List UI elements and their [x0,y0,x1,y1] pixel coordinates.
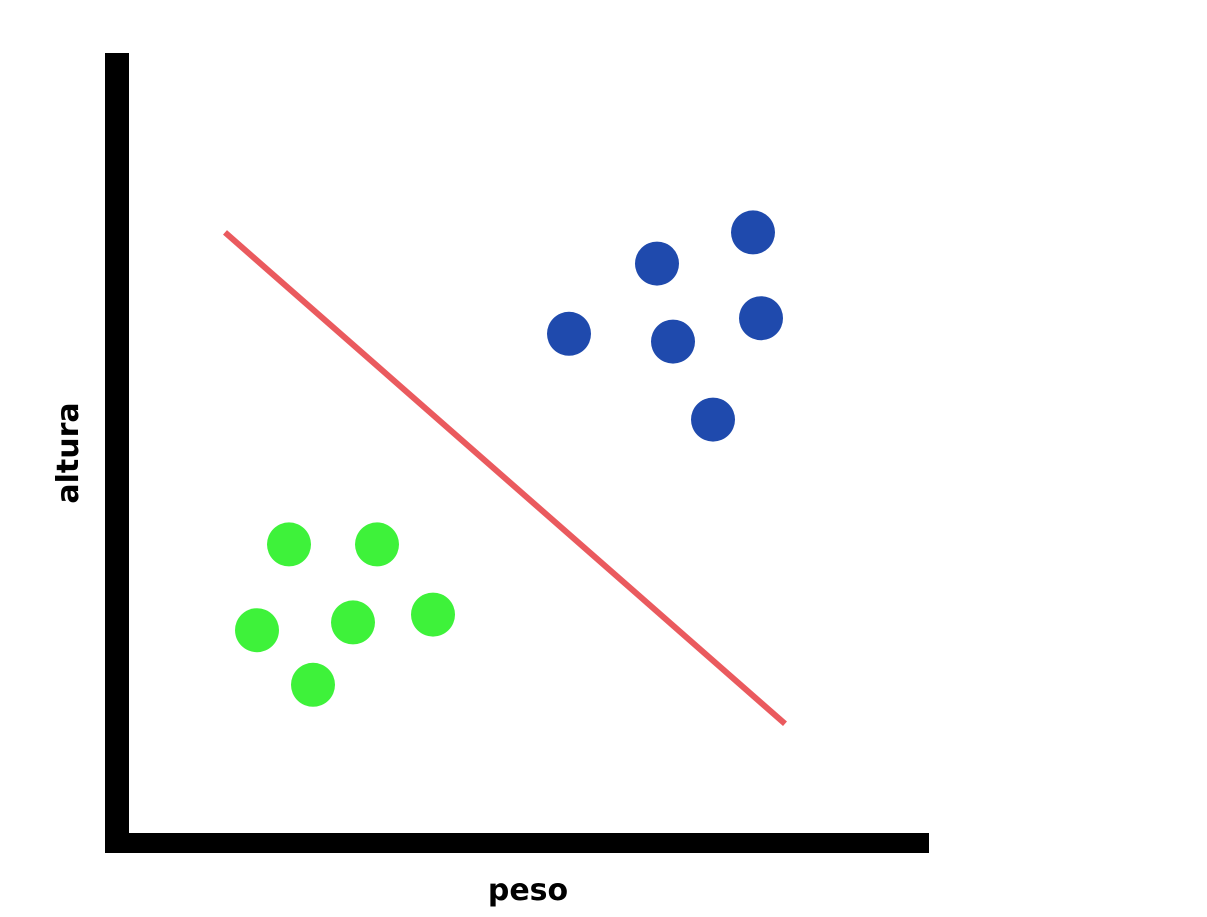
green-point-6 [291,662,335,707]
blue-point-6 [691,397,735,442]
green-point-4 [411,592,455,637]
points-layer [235,210,783,707]
green-point-3 [331,600,375,645]
blue-point-3 [731,210,775,255]
blue-point-2 [635,241,679,286]
x-axis-label: peso [488,873,568,908]
blue-point-5 [739,296,783,341]
blue-point-1 [547,311,591,356]
blue-point-4 [651,319,695,364]
green-point-1 [267,522,311,567]
decision-layer [223,230,787,727]
green-point-5 [235,608,279,653]
y-axis-label: altura [51,402,86,503]
x-axis-line [105,833,929,853]
y-axis-line [105,53,129,853]
green-point-2 [355,522,399,567]
decision-boundary-line [223,230,787,727]
